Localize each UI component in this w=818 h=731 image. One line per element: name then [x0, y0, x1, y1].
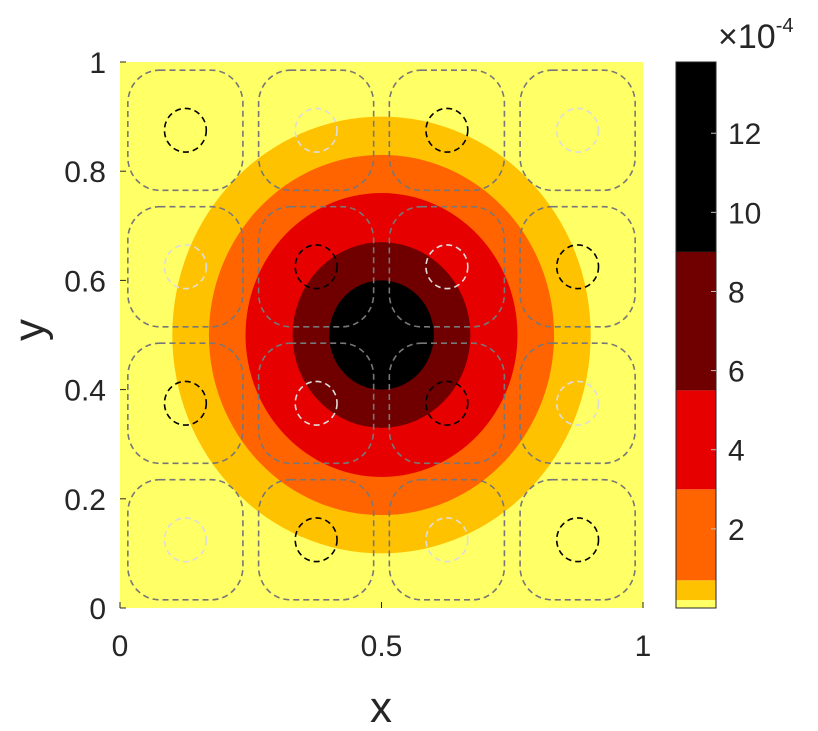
y-ticks: 0 0.2 0.4 0.6 0.8 1 — [64, 47, 126, 626]
contour-line-inner — [163, 107, 208, 153]
contour-line-inner — [294, 244, 338, 290]
x-axis-label: x — [370, 683, 392, 731]
x-tick-label: 0 — [112, 630, 129, 663]
contour-line-inner — [425, 244, 469, 290]
colorbar-frame — [675, 61, 717, 609]
contour-line-inner — [294, 380, 338, 426]
colorbar-tick-label: 12 — [728, 118, 761, 151]
contour-line-outer — [519, 205, 636, 328]
y-tick-label: 1 — [89, 47, 106, 80]
colorbar-tick-label: 4 — [728, 435, 745, 468]
contour-line-inner — [555, 517, 600, 563]
colorbar-tick-label: 8 — [728, 276, 745, 309]
y-tick-label: 0.8 — [64, 156, 106, 189]
contour-line-inner — [555, 380, 600, 426]
contour-line-inner — [294, 517, 338, 563]
contour-line-inner — [163, 244, 208, 290]
contour-line-outer — [127, 205, 244, 328]
contour-line-inner — [425, 107, 469, 153]
contour-line-outer — [388, 342, 506, 465]
line-contours — [127, 69, 636, 601]
colorbar-segment-2 — [676, 489, 716, 581]
colorbar-segment-3 — [676, 390, 716, 490]
y-tick-label: 0.6 — [64, 265, 106, 298]
contour-line-outer — [257, 205, 375, 328]
colorbar-segment-1 — [676, 580, 716, 601]
colorbar-segment-4 — [676, 251, 716, 391]
contour-line-outer — [388, 478, 506, 601]
contour-line-inner — [163, 517, 208, 563]
contour-line-outer — [519, 478, 636, 601]
contour-line-outer — [519, 69, 636, 192]
contour-line-outer — [257, 69, 375, 192]
contour-line-inner — [555, 107, 600, 153]
contour-line-outer — [127, 342, 244, 465]
x-tick-label: 0.5 — [361, 630, 403, 663]
contour-line-inner — [425, 517, 469, 563]
contour-line-outer — [127, 69, 244, 192]
y-tick-label: 0 — [89, 593, 106, 626]
colorbar-segment-5 — [676, 62, 716, 252]
y-axis-label: y — [5, 319, 54, 341]
x-tick-label: 1 — [635, 630, 652, 663]
y-tick-label: 0.4 — [64, 375, 106, 408]
contour-line-inner — [294, 107, 338, 153]
contour-line-outer — [257, 478, 375, 601]
filled-contour-level-5 — [329, 280, 434, 390]
y-tick-label: 0.2 — [64, 484, 106, 517]
colorbar-segment-0 — [676, 600, 716, 608]
colorbar-tick-label: 6 — [728, 356, 745, 389]
contour-line-inner — [163, 380, 208, 426]
filled-contours — [172, 116, 591, 554]
contour-line-inner — [425, 380, 469, 426]
colorbar-multiplier: ×10-4 — [718, 15, 793, 56]
colorbar-tick-label: 10 — [728, 197, 761, 230]
contour-line-outer — [388, 69, 506, 192]
colorbar-tick-label: 2 — [728, 514, 745, 547]
contour-line-outer — [127, 478, 244, 601]
contour-line-inner — [555, 244, 600, 290]
colorbar-ticks: 2 4 6 8 10 12 — [711, 118, 761, 547]
contour-line-outer — [519, 342, 636, 465]
x-ticks: 0 0.5 1 — [112, 602, 652, 663]
contour-line-outer — [257, 342, 375, 465]
colorbar — [675, 61, 717, 609]
contour-line-outer — [388, 205, 506, 328]
